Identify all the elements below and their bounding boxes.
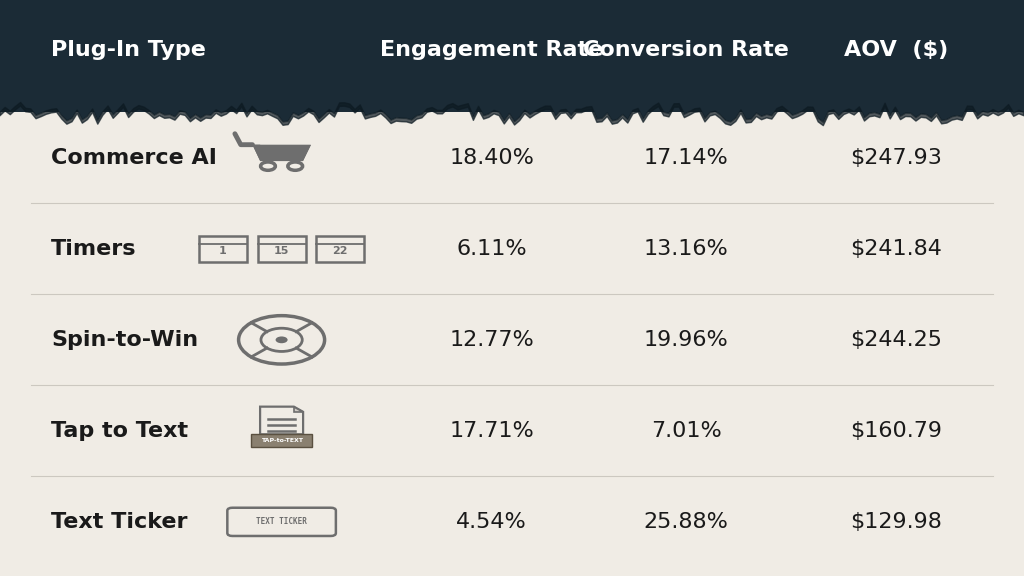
Text: Tap to Text: Tap to Text [51, 421, 188, 441]
Text: 12.77%: 12.77% [450, 330, 534, 350]
Text: $244.25: $244.25 [850, 330, 942, 350]
Text: TEXT TICKER: TEXT TICKER [256, 517, 307, 526]
Text: $241.84: $241.84 [850, 239, 942, 259]
FancyBboxPatch shape [260, 145, 303, 161]
Text: 7.01%: 7.01% [650, 421, 722, 441]
Polygon shape [294, 407, 303, 412]
Text: Timers: Timers [51, 239, 136, 259]
Text: 15: 15 [273, 246, 290, 256]
Text: 6.11%: 6.11% [457, 239, 526, 259]
Text: $247.93: $247.93 [850, 148, 942, 168]
Polygon shape [260, 407, 303, 434]
Text: $129.98: $129.98 [850, 512, 942, 532]
Text: 22: 22 [333, 246, 348, 256]
Text: 4.54%: 4.54% [456, 512, 527, 532]
Text: Plug-In Type: Plug-In Type [51, 40, 206, 60]
Text: AOV  ($): AOV ($) [844, 40, 948, 60]
Text: 19.96%: 19.96% [644, 330, 728, 350]
Text: Engagement Rate: Engagement Rate [380, 40, 603, 60]
Text: 18.40%: 18.40% [450, 148, 534, 168]
FancyBboxPatch shape [251, 434, 312, 448]
Circle shape [260, 162, 275, 170]
Text: Text Ticker: Text Ticker [51, 512, 187, 532]
Text: TAP-to-TEXT: TAP-to-TEXT [260, 438, 303, 444]
Text: 25.88%: 25.88% [644, 512, 728, 532]
Text: 17.14%: 17.14% [644, 148, 728, 168]
Text: 1: 1 [219, 246, 227, 256]
Text: 17.71%: 17.71% [450, 421, 534, 441]
FancyBboxPatch shape [0, 0, 1024, 112]
Text: Spin-to-Win: Spin-to-Win [51, 330, 199, 350]
Text: Conversion Rate: Conversion Rate [583, 40, 790, 60]
Text: 13.16%: 13.16% [644, 239, 728, 259]
Polygon shape [253, 145, 260, 161]
Polygon shape [0, 0, 1024, 122]
Polygon shape [303, 145, 311, 161]
Text: $160.79: $160.79 [850, 421, 942, 441]
Text: Commerce AI: Commerce AI [51, 148, 217, 168]
Polygon shape [253, 145, 311, 161]
Circle shape [288, 162, 303, 170]
Circle shape [275, 336, 288, 343]
